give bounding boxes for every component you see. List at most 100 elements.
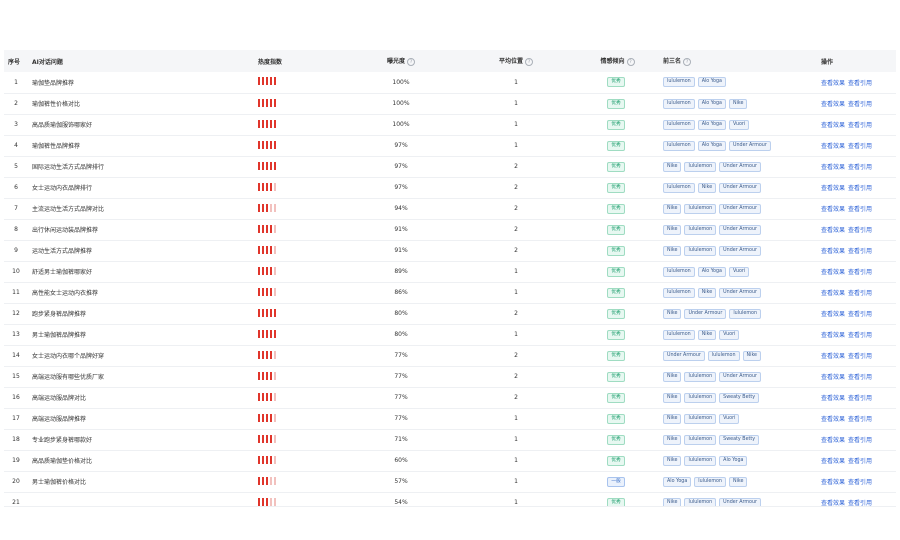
view-effect-link[interactable]: 查看效果 (821, 79, 846, 87)
table-body: 1 瑜伽垫品牌推荐 100% 1 优秀 lululemon Alo Yoga 查看效果 查看引用… (4, 72, 896, 507)
help-icon[interactable]: ? (683, 57, 692, 66)
view-effect-link[interactable]: 查看效果 (821, 269, 846, 276)
brand-tag: Under Armour (719, 161, 762, 172)
row-heat (254, 492, 346, 506)
heat-indicator (258, 371, 276, 380)
row-sentiment: 优秀 (576, 198, 659, 219)
row-question: 瑜伽垫品牌推荐 (32, 79, 75, 87)
view-effect-link[interactable]: 查看效果 (821, 164, 846, 171)
row-position: 2 (514, 184, 518, 191)
heat-bar (270, 371, 272, 380)
header-index: 序号 (8, 58, 21, 66)
view-citation-link[interactable]: 查看引用 (848, 416, 873, 423)
view-effect-link[interactable]: 查看效果 (821, 416, 846, 423)
brand-tag: lululemon (663, 182, 695, 193)
view-effect-link[interactable]: 查看效果 (821, 500, 846, 507)
view-citation-link[interactable]: 查看引用 (848, 311, 873, 318)
row-index: 7 (14, 205, 18, 212)
view-citation-link[interactable]: 查看引用 (848, 437, 873, 444)
heat-bar (270, 224, 272, 233)
help-icon[interactable]: ? (407, 57, 415, 66)
view-citation-link[interactable]: 查看引用 (848, 500, 873, 507)
heat-bar (266, 119, 268, 128)
view-effect-link[interactable]: 查看效果 (821, 479, 846, 486)
view-effect-link[interactable]: 查看效果 (821, 332, 846, 339)
heat-bar (262, 434, 264, 443)
row-position: 1 (514, 268, 518, 275)
view-citation-link[interactable]: 查看引用 (848, 374, 873, 381)
brand-tag: Alo Yoga (697, 98, 726, 109)
ranking-table-container: 序号 AI对话问题 热度指数 曝光度? 平均位置? 情感倾向? 前三名? 操作 … (4, 50, 896, 507)
view-citation-link[interactable]: 查看引用 (848, 185, 873, 192)
row-actions: 查看效果 查看引用 (817, 135, 896, 156)
heat-bar (270, 476, 272, 485)
sentiment-badge: 优秀 (607, 140, 625, 151)
view-citation-link[interactable]: 查看引用 (848, 290, 873, 297)
view-citation-link[interactable]: 查看引用 (848, 122, 873, 129)
heat-bar (258, 98, 260, 107)
sentiment-badge: 优秀 (607, 287, 625, 298)
header-top3-label: 前三名 (663, 58, 682, 66)
row-sentiment: 优秀 (576, 156, 659, 177)
view-citation-link[interactable]: 查看引用 (848, 206, 873, 213)
heat-bar (270, 455, 272, 464)
view-effect-link[interactable]: 查看效果 (821, 395, 846, 402)
heat-bar (266, 266, 268, 275)
view-effect-link[interactable]: 查看效果 (821, 290, 846, 297)
heat-bar (258, 203, 260, 212)
table-header-row: 序号 AI对话问题 热度指数 曝光度? 平均位置? 情感倾向? 前三名? 操作 (4, 50, 896, 72)
row-question: 高性能女士运动内衣推荐 (32, 290, 99, 297)
view-citation-link[interactable]: 查看引用 (848, 101, 873, 108)
row-top3: Nike lululemon Sweaty Betty (659, 429, 817, 450)
row-index: 18 (12, 436, 20, 443)
view-citation-link[interactable]: 查看引用 (848, 269, 873, 276)
view-effect-link[interactable]: 查看效果 (821, 374, 846, 381)
view-citation-link[interactable]: 查看引用 (848, 479, 873, 486)
brand-tag: Vuori (719, 413, 740, 424)
help-icon[interactable]: ? (626, 57, 635, 66)
row-top3: Nike lululemon Under Armour (659, 240, 817, 261)
row-exposure: 60% (394, 457, 408, 464)
view-effect-link[interactable]: 查看效果 (821, 122, 846, 129)
view-citation-link[interactable]: 查看引用 (848, 143, 873, 150)
view-effect-link[interactable]: 查看效果 (821, 458, 846, 465)
view-citation-link[interactable]: 查看引用 (848, 332, 873, 339)
heat-bar (266, 287, 268, 296)
ranking-table: 序号 AI对话问题 热度指数 曝光度? 平均位置? 情感倾向? 前三名? 操作 … (4, 50, 896, 507)
view-effect-link[interactable]: 查看效果 (821, 143, 846, 150)
heat-bar (262, 266, 264, 275)
view-effect-link[interactable]: 查看效果 (821, 101, 846, 108)
view-citation-link[interactable]: 查看引用 (848, 395, 873, 402)
heat-bar (266, 308, 268, 317)
view-effect-link[interactable]: 查看效果 (821, 227, 846, 234)
row-position: 1 (514, 78, 518, 86)
header-top3: 前三名? (659, 50, 817, 72)
view-effect-link[interactable]: 查看效果 (821, 206, 846, 213)
heat-bar (258, 308, 260, 317)
heat-bar (270, 182, 272, 191)
table-row: 4 瑜伽裤性品牌推荐 97% 1 优秀 lululemon Alo Yoga Under Ar… (4, 135, 896, 156)
view-citation-link[interactable]: 查看引用 (848, 227, 873, 234)
heat-bar (262, 350, 264, 359)
view-effect-link[interactable]: 查看效果 (821, 248, 846, 255)
heat-bar (262, 308, 264, 317)
heat-bar (262, 476, 264, 485)
view-effect-link[interactable]: 查看效果 (821, 437, 846, 444)
heat-bar (274, 245, 276, 254)
help-icon[interactable]: ? (525, 57, 533, 66)
row-heat (254, 177, 346, 198)
table-row: 17 高端运动服品牌推荐 77% 1 优秀 Nike lululemon Vuori 查看效果查… (4, 408, 896, 429)
view-citation-link[interactable]: 查看引用 (848, 248, 873, 255)
view-citation-link[interactable]: 查看引用 (848, 353, 873, 360)
row-actions: 查看效果 查看引用 (817, 450, 896, 471)
view-citation-link[interactable]: 查看引用 (848, 164, 873, 171)
view-effect-link[interactable]: 查看效果 (821, 353, 846, 360)
row-actions: 查看效果 查看引用 (817, 156, 896, 177)
view-effect-link[interactable]: 查看效果 (821, 311, 846, 318)
view-effect-link[interactable]: 查看效果 (821, 185, 846, 192)
sentiment-badge: 一般 (607, 476, 625, 487)
view-citation-link[interactable]: 查看引用 (848, 79, 873, 87)
brand-tag: Under Armour (663, 350, 705, 361)
view-citation-link[interactable]: 查看引用 (848, 458, 873, 465)
row-position: 1 (514, 331, 518, 338)
